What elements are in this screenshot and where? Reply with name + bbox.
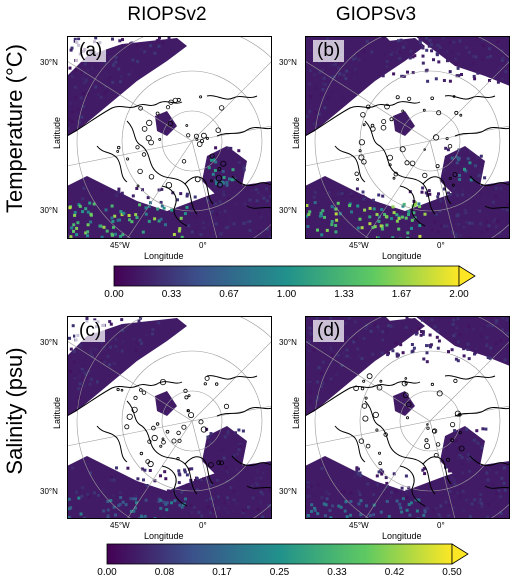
- panel-label-b: (b): [313, 40, 345, 62]
- colorbar-temperature-svg: [113, 265, 476, 287]
- lon-tick-label: 0°: [199, 241, 207, 250]
- ocean-field: [67, 316, 272, 519]
- panel-label-d: (d): [313, 320, 345, 342]
- ocean-field: [305, 36, 510, 239]
- column-title-riopsv2: RIOPSv2: [127, 4, 207, 25]
- map-panel-b: (b): [305, 36, 510, 239]
- map-plot-c: [67, 316, 272, 519]
- lon-tick-label: 0°: [437, 241, 445, 250]
- lat-tick-label: 30°N: [279, 58, 297, 67]
- lat-tick-label: 30°N: [40, 338, 58, 347]
- colorbar-tick-label: 0.17: [212, 567, 232, 578]
- y-axis-label: Latitude: [291, 116, 301, 150]
- colorbar-salinity: [106, 543, 472, 570]
- colorbar-tick-label: 2.00: [449, 289, 469, 300]
- colorbar-tick-label: 1.67: [391, 289, 412, 300]
- colorbar-tick-label: 0.67: [219, 289, 239, 300]
- map-plot-a: [67, 36, 272, 239]
- y-axis-label: Latitude: [291, 396, 301, 430]
- colorbar-tick-label: 0.00: [97, 567, 117, 578]
- lon-tick-label: 0°: [437, 521, 445, 530]
- lon-tick-label: 45°W: [110, 241, 130, 250]
- lon-tick-label: 45°W: [110, 521, 130, 530]
- ocean-field: [67, 36, 272, 239]
- x-axis-label: Longitude: [144, 531, 184, 541]
- column-title-giopsv3: GIOPSv3: [335, 4, 417, 25]
- lat-tick-label: 30°N: [279, 206, 297, 215]
- map-panel-d: (d): [305, 316, 510, 519]
- x-axis-label: Longitude: [382, 531, 422, 541]
- lon-tick-label: 45°W: [349, 241, 369, 250]
- colorbar-tick-label: 1.33: [334, 289, 354, 300]
- map-panel-a: (a): [67, 36, 272, 239]
- lon-tick-label: 45°W: [349, 521, 369, 530]
- y-axis-label: Latitude: [52, 116, 62, 150]
- y-axis-label: Latitude: [52, 396, 62, 430]
- colorbar-tick-label: 0.25: [269, 567, 290, 578]
- map-plot-b: [305, 36, 510, 239]
- map-plot-d: [305, 316, 510, 519]
- colorbar-salinity-svg: [106, 543, 469, 565]
- lat-tick-label: 30°N: [279, 338, 297, 347]
- colorbar-tick-label: 0.50: [442, 567, 462, 578]
- lat-tick-label: 30°N: [279, 487, 297, 496]
- colorbar-tick-label: 0.33: [161, 289, 182, 300]
- colorbar-tick-label: 0.33: [327, 567, 347, 578]
- colorbar-tick-label: 0.42: [384, 567, 405, 578]
- panel-label-a: (a): [75, 40, 107, 62]
- row-title-salinity: Salinity (psu): [2, 347, 27, 475]
- panel-label-c: (c): [75, 320, 106, 342]
- map-panel-c: (c): [67, 316, 272, 519]
- colorbar-tick-label: 0.08: [154, 567, 175, 578]
- ocean-field: [305, 316, 510, 519]
- x-axis-label: Longitude: [382, 251, 422, 261]
- colorbar-temperature: [113, 265, 479, 292]
- lat-tick-label: 30°N: [40, 487, 58, 496]
- lon-tick-label: 0°: [199, 521, 207, 530]
- lat-tick-label: 30°N: [40, 206, 58, 215]
- lat-tick-label: 30°N: [40, 58, 58, 67]
- x-axis-label: Longitude: [144, 251, 184, 261]
- row-title-temperature: Temperature (°C): [2, 44, 27, 213]
- colorbar-tick-label: 1.00: [276, 289, 297, 300]
- colorbar-tick-label: 0.00: [104, 289, 124, 300]
